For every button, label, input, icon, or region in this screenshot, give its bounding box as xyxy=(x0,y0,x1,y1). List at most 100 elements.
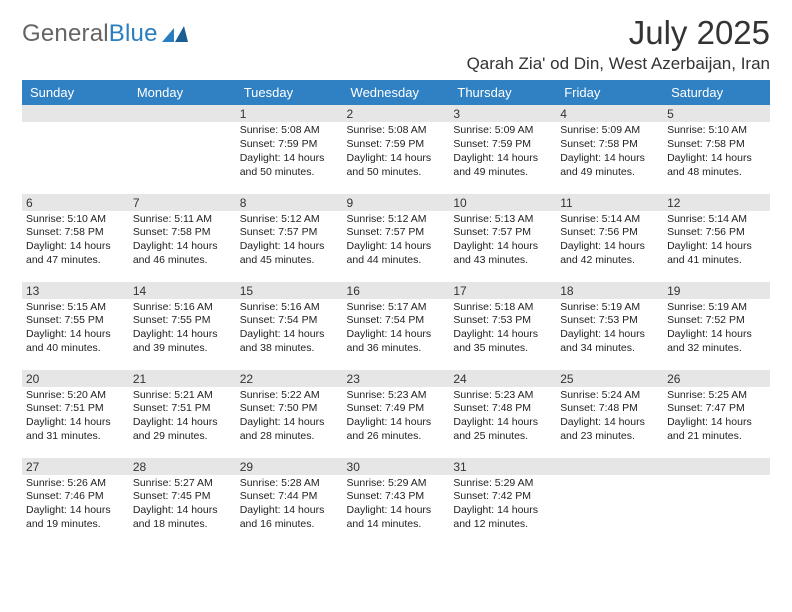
day-number-empty xyxy=(663,458,770,475)
month-title: July 2025 xyxy=(467,14,770,52)
day-number: 23 xyxy=(343,370,450,387)
day-info: Sunrise: 5:29 AMSunset: 7:43 PMDaylight:… xyxy=(347,477,446,532)
calendar-day-cell: 10 Sunrise: 5:13 AMSunset: 7:57 PMDayligh… xyxy=(449,193,556,281)
day-number: 15 xyxy=(236,282,343,299)
brand-name: GeneralBlue xyxy=(22,20,158,48)
day-info: Sunrise: 5:16 AMSunset: 7:55 PMDaylight:… xyxy=(133,301,232,356)
day-info: Sunrise: 5:10 AMSunset: 7:58 PMDaylight:… xyxy=(26,213,125,268)
day-number: 13 xyxy=(22,282,129,299)
day-number: 6 xyxy=(22,194,129,211)
day-number: 5 xyxy=(663,105,770,122)
day-info: Sunrise: 5:23 AMSunset: 7:49 PMDaylight:… xyxy=(347,389,446,444)
day-number: 26 xyxy=(663,370,770,387)
day-info: Sunrise: 5:19 AMSunset: 7:52 PMDaylight:… xyxy=(667,301,766,356)
weekday-header: Sunday xyxy=(22,80,129,105)
day-number: 12 xyxy=(663,194,770,211)
calendar-day-cell: 2Sunrise: 5:08 AMSunset: 7:59 PMDaylight… xyxy=(343,105,450,193)
day-number: 30 xyxy=(343,458,450,475)
day-number: 27 xyxy=(22,458,129,475)
day-number: 21 xyxy=(129,370,236,387)
day-number: 25 xyxy=(556,370,663,387)
calendar-day-cell: 30 Sunrise: 5:29 AMSunset: 7:43 PMDayligh… xyxy=(343,457,450,545)
title-block: July 2025 Qarah Zia' od Din, West Azerba… xyxy=(467,14,770,74)
day-number-empty xyxy=(22,105,129,122)
day-number: 17 xyxy=(449,282,556,299)
day-info: Sunrise: 5:14 AMSunset: 7:56 PMDaylight:… xyxy=(667,213,766,268)
day-number: 8 xyxy=(236,194,343,211)
calendar-day-cell: 9Sunrise: 5:12 AMSunset: 7:57 PMDaylight… xyxy=(343,193,450,281)
calendar-week-row: 27 Sunrise: 5:26 AMSunset: 7:46 PMDayligh… xyxy=(22,457,770,545)
calendar-day-cell: 26 Sunrise: 5:25 AMSunset: 7:47 PMDayligh… xyxy=(663,369,770,457)
day-info: Sunrise: 5:15 AMSunset: 7:55 PMDaylight:… xyxy=(26,301,125,356)
day-info: Sunrise: 5:13 AMSunset: 7:57 PMDaylight:… xyxy=(453,213,552,268)
calendar-day-cell: 16Sunrise: 5:17 AMSunset: 7:54 PMDayligh… xyxy=(343,281,450,369)
day-info: Sunrise: 5:22 AMSunset: 7:50 PMDaylight:… xyxy=(240,389,339,444)
calendar-day-cell: 23 Sunrise: 5:23 AMSunset: 7:49 PMDayligh… xyxy=(343,369,450,457)
calendar-day-cell: 25 Sunrise: 5:24 AMSunset: 7:48 PMDayligh… xyxy=(556,369,663,457)
day-info: Sunrise: 5:24 AMSunset: 7:48 PMDaylight:… xyxy=(560,389,659,444)
brand-name-a: General xyxy=(22,20,109,47)
calendar-day-cell: 31Sunrise: 5:29 AMSunset: 7:42 PMDayligh… xyxy=(449,457,556,545)
weekday-header: Friday xyxy=(556,80,663,105)
day-number: 10 xyxy=(449,194,556,211)
day-number: 14 xyxy=(129,282,236,299)
calendar-day-cell xyxy=(129,105,236,193)
calendar-day-cell: 27 Sunrise: 5:26 AMSunset: 7:46 PMDayligh… xyxy=(22,457,129,545)
day-number: 7 xyxy=(129,194,236,211)
day-info: Sunrise: 5:17 AMSunset: 7:54 PMDaylight:… xyxy=(347,301,446,356)
calendar-day-cell xyxy=(663,457,770,545)
calendar-day-cell: 11Sunrise: 5:14 AMSunset: 7:56 PMDayligh… xyxy=(556,193,663,281)
day-number: 4 xyxy=(556,105,663,122)
calendar-day-cell: 8 Sunrise: 5:12 AMSunset: 7:57 PMDaylight… xyxy=(236,193,343,281)
calendar-week-row: 1Sunrise: 5:08 AMSunset: 7:59 PMDaylight… xyxy=(22,105,770,193)
calendar-day-cell: 24 Sunrise: 5:23 AMSunset: 7:48 PMDayligh… xyxy=(449,369,556,457)
calendar-day-cell: 7 Sunrise: 5:11 AMSunset: 7:58 PMDaylight… xyxy=(129,193,236,281)
calendar-day-cell: 12 Sunrise: 5:14 AMSunset: 7:56 PMDayligh… xyxy=(663,193,770,281)
day-info: Sunrise: 5:21 AMSunset: 7:51 PMDaylight:… xyxy=(133,389,232,444)
page-header: GeneralBlue July 2025 Qarah Zia' od Din,… xyxy=(22,14,770,74)
calendar-day-cell: 13 Sunrise: 5:15 AMSunset: 7:55 PMDayligh… xyxy=(22,281,129,369)
day-number: 28 xyxy=(129,458,236,475)
calendar-day-cell xyxy=(556,457,663,545)
day-number: 9 xyxy=(343,194,450,211)
day-number: 22 xyxy=(236,370,343,387)
day-number-empty xyxy=(129,105,236,122)
calendar-day-cell: 3Sunrise: 5:09 AMSunset: 7:59 PMDaylight… xyxy=(449,105,556,193)
calendar-day-cell: 5Sunrise: 5:10 AMSunset: 7:58 PMDaylight… xyxy=(663,105,770,193)
brand-logo: GeneralBlue xyxy=(22,14,188,48)
day-number: 24 xyxy=(449,370,556,387)
brand-name-b: Blue xyxy=(109,20,158,47)
day-number-empty xyxy=(556,458,663,475)
calendar-day-cell: 14 Sunrise: 5:16 AMSunset: 7:55 PMDayligh… xyxy=(129,281,236,369)
calendar-day-cell: 4Sunrise: 5:09 AMSunset: 7:58 PMDaylight… xyxy=(556,105,663,193)
day-number: 3 xyxy=(449,105,556,122)
weekday-header: Wednesday xyxy=(343,80,450,105)
calendar-day-cell: 22 Sunrise: 5:22 AMSunset: 7:50 PMDayligh… xyxy=(236,369,343,457)
day-info: Sunrise: 5:12 AMSunset: 7:57 PMDaylight:… xyxy=(240,213,339,268)
day-info: Sunrise: 5:28 AMSunset: 7:44 PMDaylight:… xyxy=(240,477,339,532)
weekday-header: Monday xyxy=(129,80,236,105)
day-number: 29 xyxy=(236,458,343,475)
day-number: 2 xyxy=(343,105,450,122)
day-info: Sunrise: 5:14 AMSunset: 7:56 PMDaylight:… xyxy=(560,213,659,268)
calendar-week-row: 20Sunrise: 5:20 AMSunset: 7:51 PMDayligh… xyxy=(22,369,770,457)
day-number: 18 xyxy=(556,282,663,299)
calendar-page: GeneralBlue July 2025 Qarah Zia' od Din,… xyxy=(0,0,792,612)
day-info: Sunrise: 5:26 AMSunset: 7:46 PMDaylight:… xyxy=(26,477,125,532)
calendar-week-row: 6 Sunrise: 5:10 AMSunset: 7:58 PMDaylight… xyxy=(22,193,770,281)
day-info: Sunrise: 5:18 AMSunset: 7:53 PMDaylight:… xyxy=(453,301,552,356)
logo-swoosh-icon xyxy=(162,24,188,44)
calendar-day-cell: 17 Sunrise: 5:18 AMSunset: 7:53 PMDayligh… xyxy=(449,281,556,369)
day-info: Sunrise: 5:23 AMSunset: 7:48 PMDaylight:… xyxy=(453,389,552,444)
day-info: Sunrise: 5:25 AMSunset: 7:47 PMDaylight:… xyxy=(667,389,766,444)
calendar-day-cell: 18Sunrise: 5:19 AMSunset: 7:53 PMDayligh… xyxy=(556,281,663,369)
calendar-day-cell: 29 Sunrise: 5:28 AMSunset: 7:44 PMDayligh… xyxy=(236,457,343,545)
calendar-day-cell: 20Sunrise: 5:20 AMSunset: 7:51 PMDayligh… xyxy=(22,369,129,457)
calendar-day-cell: 21 Sunrise: 5:21 AMSunset: 7:51 PMDayligh… xyxy=(129,369,236,457)
day-info: Sunrise: 5:11 AMSunset: 7:58 PMDaylight:… xyxy=(133,213,232,268)
calendar-day-cell: 1Sunrise: 5:08 AMSunset: 7:59 PMDaylight… xyxy=(236,105,343,193)
day-number: 1 xyxy=(236,105,343,122)
calendar-table: SundayMondayTuesdayWednesdayThursdayFrid… xyxy=(22,80,770,546)
weekday-header: Tuesday xyxy=(236,80,343,105)
calendar-week-row: 13 Sunrise: 5:15 AMSunset: 7:55 PMDayligh… xyxy=(22,281,770,369)
